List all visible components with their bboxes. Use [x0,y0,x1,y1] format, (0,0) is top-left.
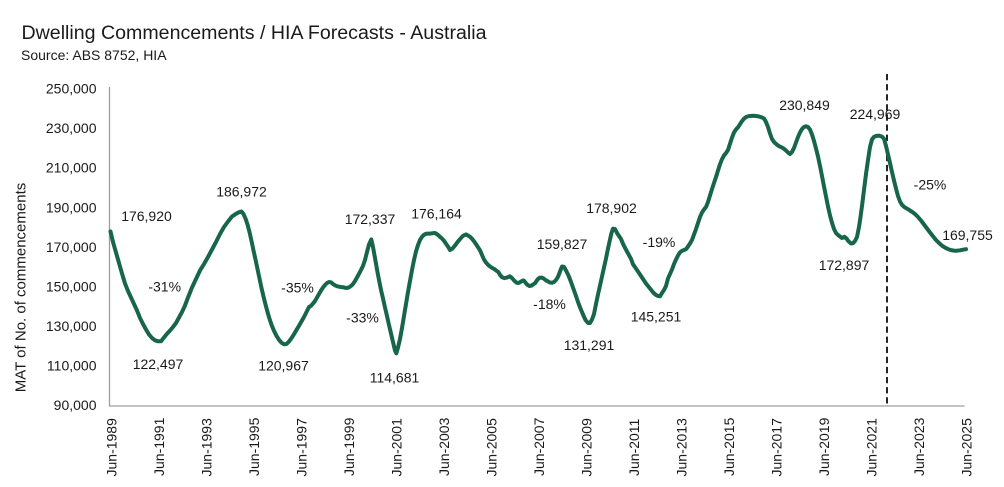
svg-text:Source: ABS 8752, HIA: Source: ABS 8752, HIA [21,47,167,63]
svg-text:Jun-1991: Jun-1991 [151,417,167,476]
svg-text:131,291: 131,291 [564,337,615,353]
svg-text:Jun-2009: Jun-2009 [579,418,595,477]
svg-text:Dwelling Commencements / HIA F: Dwelling Commencements / HIA Forecasts -… [22,22,487,44]
svg-text:176,920: 176,920 [121,208,172,224]
svg-text:Jun-2011: Jun-2011 [626,418,642,476]
svg-text:Jun-1993: Jun-1993 [199,418,215,477]
svg-text:-33%: -33% [346,310,379,326]
svg-text:178,902: 178,902 [586,200,637,216]
svg-text:230,000: 230,000 [46,120,97,136]
svg-text:170,000: 170,000 [46,239,97,255]
svg-text:-25%: -25% [914,177,947,193]
svg-text:Jun-2021: Jun-2021 [864,418,880,477]
svg-text:150,000: 150,000 [46,279,97,295]
svg-text:Jun-1997: Jun-1997 [294,418,310,477]
svg-text:Jun-2023: Jun-2023 [911,417,927,476]
svg-text:-19%: -19% [643,234,676,250]
svg-text:110,000: 110,000 [47,358,97,374]
svg-text:114,681: 114,681 [370,370,420,386]
svg-text:90,000: 90,000 [54,397,97,413]
svg-text:Jun-2017: Jun-2017 [769,418,785,477]
svg-text:172,337: 172,337 [345,211,396,227]
svg-text:Jun-2007: Jun-2007 [531,417,547,476]
svg-text:MAT of No. of commencements: MAT of No. of commencements [13,183,30,393]
svg-text:122,497: 122,497 [133,356,184,372]
svg-text:190,000: 190,000 [46,199,97,215]
svg-text:Jun-1989: Jun-1989 [104,418,120,477]
svg-text:210,000: 210,000 [46,160,97,176]
svg-text:Jun-1999: Jun-1999 [341,417,357,476]
svg-text:176,164: 176,164 [411,206,462,222]
svg-text:172,897: 172,897 [819,257,870,273]
svg-text:186,972: 186,972 [216,184,267,200]
svg-text:120,967: 120,967 [258,358,309,374]
svg-text:224,969: 224,969 [850,106,901,122]
svg-text:250,000: 250,000 [46,81,97,97]
svg-text:145,251: 145,251 [631,309,682,325]
svg-text:Jun-2025: Jun-2025 [959,418,975,477]
svg-text:Jun-2019: Jun-2019 [816,417,832,476]
svg-text:169,755: 169,755 [942,227,993,243]
svg-text:230,849: 230,849 [779,97,830,113]
svg-text:-35%: -35% [281,280,314,296]
svg-text:Jun-2001: Jun-2001 [389,418,405,477]
svg-text:-18%: -18% [533,296,566,312]
svg-text:Jun-2005: Jun-2005 [484,418,500,477]
svg-text:Jun-2003: Jun-2003 [436,417,452,476]
svg-text:Jun-2013: Jun-2013 [674,418,690,477]
svg-text:-31%: -31% [148,279,181,295]
svg-text:Jun-1995: Jun-1995 [246,417,262,476]
svg-text:Jun-2015: Jun-2015 [721,417,737,476]
svg-text:130,000: 130,000 [46,318,97,334]
svg-text:159,827: 159,827 [537,236,588,252]
